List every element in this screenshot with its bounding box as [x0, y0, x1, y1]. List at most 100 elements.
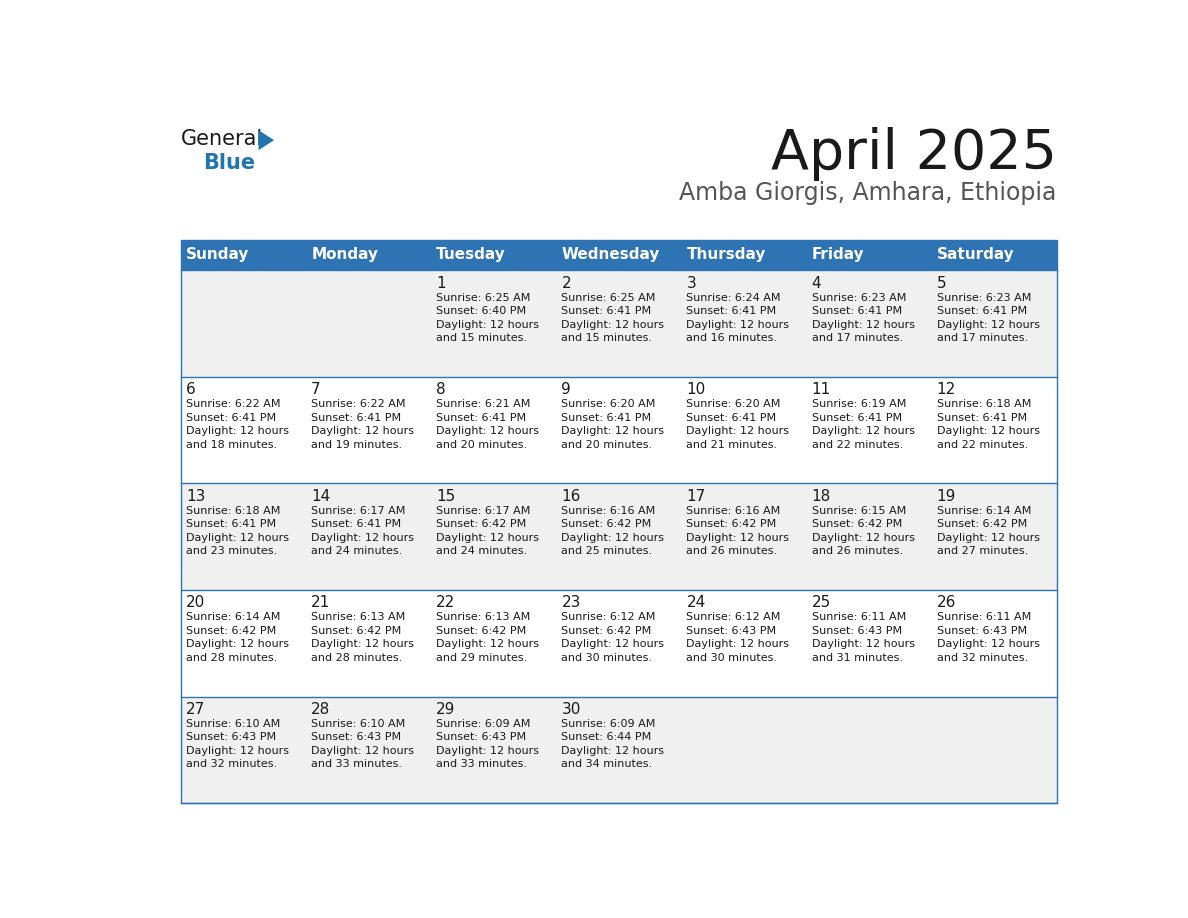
Text: and 24 minutes.: and 24 minutes.	[436, 546, 527, 556]
Text: Sunset: 6:42 PM: Sunset: 6:42 PM	[311, 626, 402, 636]
Text: Sunset: 6:43 PM: Sunset: 6:43 PM	[687, 626, 777, 636]
Text: Sunrise: 6:09 AM: Sunrise: 6:09 AM	[436, 719, 531, 729]
Text: 22: 22	[436, 596, 455, 610]
Text: 1: 1	[436, 275, 446, 291]
Text: Daylight: 12 hours: Daylight: 12 hours	[311, 639, 415, 649]
Text: Daylight: 12 hours: Daylight: 12 hours	[936, 319, 1040, 330]
Text: 15: 15	[436, 489, 455, 504]
Text: Sunrise: 6:14 AM: Sunrise: 6:14 AM	[187, 612, 280, 622]
Text: Sunrise: 6:17 AM: Sunrise: 6:17 AM	[436, 506, 531, 516]
Text: 4: 4	[811, 275, 821, 291]
Text: and 22 minutes.: and 22 minutes.	[811, 440, 903, 450]
Bar	[181, 270, 1057, 377]
Text: Daylight: 12 hours: Daylight: 12 hours	[187, 532, 289, 543]
Text: and 27 minutes.: and 27 minutes.	[936, 546, 1028, 556]
Text: Sunset: 6:40 PM: Sunset: 6:40 PM	[436, 306, 526, 316]
Text: and 17 minutes.: and 17 minutes.	[811, 333, 903, 343]
Text: 25: 25	[811, 596, 830, 610]
Text: Wednesday: Wednesday	[562, 248, 659, 263]
Text: Daylight: 12 hours: Daylight: 12 hours	[562, 639, 664, 649]
Text: Daylight: 12 hours: Daylight: 12 hours	[311, 532, 415, 543]
Text: Daylight: 12 hours: Daylight: 12 hours	[187, 745, 289, 756]
Text: 16: 16	[562, 489, 581, 504]
Text: Blue: Blue	[203, 152, 255, 173]
Text: Daylight: 12 hours: Daylight: 12 hours	[436, 319, 539, 330]
Text: Sunset: 6:43 PM: Sunset: 6:43 PM	[811, 626, 902, 636]
Text: 6: 6	[187, 382, 196, 397]
Text: and 34 minutes.: and 34 minutes.	[562, 759, 652, 769]
Text: Sunset: 6:42 PM: Sunset: 6:42 PM	[811, 520, 902, 530]
Text: Sunrise: 6:16 AM: Sunrise: 6:16 AM	[562, 506, 656, 516]
Text: Sunrise: 6:18 AM: Sunrise: 6:18 AM	[187, 506, 280, 516]
Text: Daylight: 12 hours: Daylight: 12 hours	[187, 639, 289, 649]
Text: Sunrise: 6:13 AM: Sunrise: 6:13 AM	[436, 612, 531, 622]
Text: and 26 minutes.: and 26 minutes.	[687, 546, 778, 556]
Text: 23: 23	[562, 596, 581, 610]
Text: 29: 29	[436, 702, 456, 717]
Text: Sunrise: 6:16 AM: Sunrise: 6:16 AM	[687, 506, 781, 516]
Text: Sunrise: 6:12 AM: Sunrise: 6:12 AM	[687, 612, 781, 622]
Text: 24: 24	[687, 596, 706, 610]
Text: Sunrise: 6:17 AM: Sunrise: 6:17 AM	[311, 506, 405, 516]
Text: Sunrise: 6:25 AM: Sunrise: 6:25 AM	[436, 293, 531, 303]
Text: Daylight: 12 hours: Daylight: 12 hours	[436, 639, 539, 649]
Text: Sunset: 6:44 PM: Sunset: 6:44 PM	[562, 733, 652, 743]
Text: 19: 19	[936, 489, 956, 504]
Text: Sunrise: 6:22 AM: Sunrise: 6:22 AM	[187, 399, 280, 409]
Text: Sunset: 6:41 PM: Sunset: 6:41 PM	[936, 413, 1026, 422]
Text: and 23 minutes.: and 23 minutes.	[187, 546, 277, 556]
Text: Daylight: 12 hours: Daylight: 12 hours	[687, 319, 790, 330]
Text: Sunrise: 6:22 AM: Sunrise: 6:22 AM	[311, 399, 405, 409]
Text: and 19 minutes.: and 19 minutes.	[311, 440, 403, 450]
Text: 14: 14	[311, 489, 330, 504]
Text: Sunset: 6:42 PM: Sunset: 6:42 PM	[936, 520, 1026, 530]
Text: Sunrise: 6:24 AM: Sunrise: 6:24 AM	[687, 293, 781, 303]
Text: Sunset: 6:41 PM: Sunset: 6:41 PM	[811, 306, 902, 316]
Text: 2: 2	[562, 275, 571, 291]
Text: and 30 minutes.: and 30 minutes.	[562, 653, 652, 663]
Text: and 22 minutes.: and 22 minutes.	[936, 440, 1028, 450]
Text: Sunrise: 6:11 AM: Sunrise: 6:11 AM	[811, 612, 905, 622]
Text: Daylight: 12 hours: Daylight: 12 hours	[562, 319, 664, 330]
Text: Sunset: 6:42 PM: Sunset: 6:42 PM	[436, 520, 526, 530]
Text: and 32 minutes.: and 32 minutes.	[187, 759, 277, 769]
Text: Daylight: 12 hours: Daylight: 12 hours	[936, 426, 1040, 436]
Text: Sunset: 6:42 PM: Sunset: 6:42 PM	[562, 520, 652, 530]
Text: 17: 17	[687, 489, 706, 504]
Text: Sunrise: 6:20 AM: Sunrise: 6:20 AM	[687, 399, 781, 409]
Text: 8: 8	[436, 382, 446, 397]
Text: 26: 26	[936, 596, 956, 610]
Text: 13: 13	[187, 489, 206, 504]
Text: Thursday: Thursday	[687, 248, 766, 263]
Text: Sunrise: 6:10 AM: Sunrise: 6:10 AM	[311, 719, 405, 729]
Text: and 30 minutes.: and 30 minutes.	[687, 653, 777, 663]
Text: 21: 21	[311, 596, 330, 610]
Text: Sunrise: 6:10 AM: Sunrise: 6:10 AM	[187, 719, 280, 729]
Text: Sunset: 6:41 PM: Sunset: 6:41 PM	[187, 413, 276, 422]
Text: Daylight: 12 hours: Daylight: 12 hours	[687, 639, 790, 649]
Bar	[181, 697, 1057, 803]
Bar	[181, 240, 1057, 270]
Text: Sunrise: 6:09 AM: Sunrise: 6:09 AM	[562, 719, 656, 729]
Text: Sunset: 6:43 PM: Sunset: 6:43 PM	[311, 733, 402, 743]
Text: and 15 minutes.: and 15 minutes.	[436, 333, 527, 343]
Text: 9: 9	[562, 382, 571, 397]
Text: Sunset: 6:41 PM: Sunset: 6:41 PM	[311, 520, 402, 530]
Text: Sunset: 6:41 PM: Sunset: 6:41 PM	[936, 306, 1026, 316]
Text: Sunset: 6:41 PM: Sunset: 6:41 PM	[811, 413, 902, 422]
Text: Tuesday: Tuesday	[436, 248, 506, 263]
Text: and 33 minutes.: and 33 minutes.	[436, 759, 527, 769]
Text: Daylight: 12 hours: Daylight: 12 hours	[436, 426, 539, 436]
Text: Sunset: 6:43 PM: Sunset: 6:43 PM	[436, 733, 526, 743]
Text: Sunset: 6:41 PM: Sunset: 6:41 PM	[687, 413, 777, 422]
Text: Daylight: 12 hours: Daylight: 12 hours	[436, 532, 539, 543]
Text: and 16 minutes.: and 16 minutes.	[687, 333, 777, 343]
Text: 5: 5	[936, 275, 947, 291]
Bar	[181, 484, 1057, 590]
Text: Sunrise: 6:11 AM: Sunrise: 6:11 AM	[936, 612, 1031, 622]
Text: Daylight: 12 hours: Daylight: 12 hours	[687, 426, 790, 436]
Text: Daylight: 12 hours: Daylight: 12 hours	[811, 426, 915, 436]
Text: Sunday: Sunday	[187, 248, 249, 263]
Text: Sunrise: 6:20 AM: Sunrise: 6:20 AM	[562, 399, 656, 409]
Text: 28: 28	[311, 702, 330, 717]
